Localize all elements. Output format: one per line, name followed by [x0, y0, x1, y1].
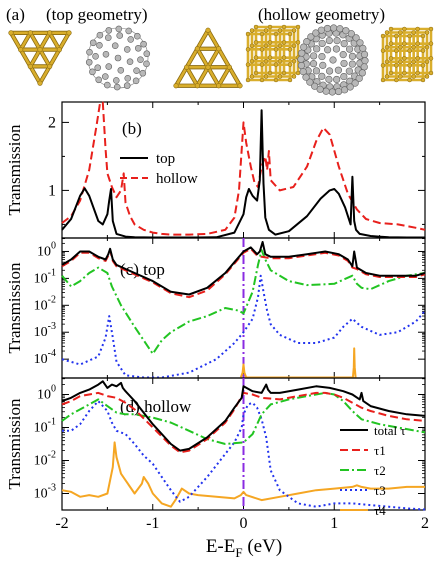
gold-cluster-left-icon: [245, 24, 301, 83]
legend-label-τ4: τ4: [374, 503, 386, 518]
series-line-b-hollow: [61, 101, 426, 236]
molecule-illustrations: [8, 24, 434, 96]
y-tick-label: 100: [37, 240, 56, 259]
panel-d-label: (d) hollow: [120, 397, 192, 416]
series-line-d-total-τ: [61, 380, 426, 452]
series-line-d-τ1: [61, 391, 426, 454]
x-tick-label: 2: [421, 515, 429, 532]
panel-b-ylabel: Transmission: [5, 124, 24, 216]
series-line-b-top: [61, 109, 425, 239]
gold-tetrahedron-left-icon: [8, 30, 72, 86]
y-tick-label: 10-3: [34, 321, 56, 340]
x-tick-labels: -2 -1 0 1 2: [55, 515, 429, 532]
series-line-d-τ3: [62, 400, 426, 511]
series-line-c-τ4: [239, 347, 357, 379]
legend-label-total-τ: total τ: [374, 423, 406, 438]
y-tick-label: 100: [37, 384, 56, 403]
legend-top-label: top: [156, 151, 175, 167]
gold-cluster-right-icon: [380, 26, 434, 83]
legend-label-τ3: τ3: [374, 483, 386, 498]
y-tick-label: 10-3: [34, 483, 56, 502]
gold-tetrahedron-center-icon: [173, 27, 243, 89]
y-tick-label: 10-1: [34, 417, 56, 436]
panel-c-label: (c) top: [120, 260, 165, 279]
y-tick-label: 1: [48, 182, 56, 199]
x-tick-label: 1: [330, 515, 338, 532]
top-geometry-caption: (top geometry): [46, 5, 148, 24]
series-line-c-τ2: [61, 249, 426, 355]
panel-b-label: (b): [122, 119, 142, 138]
fullerene-hollow-icon: [297, 24, 369, 96]
y-tick-label: 10-2: [34, 450, 56, 469]
legend-label-τ1: τ1: [374, 443, 386, 458]
legend-label-τ2: τ2: [374, 463, 386, 478]
y-tick-label: 2: [48, 114, 56, 131]
panel-c-ylabel: Transmission: [5, 262, 24, 354]
x-axis-title: E-EF (eV): [206, 536, 282, 560]
geometry-header: (a) (top geometry) (hollow geometry): [6, 5, 434, 96]
panel-a-label: (a): [6, 5, 25, 24]
panel-d-ylabel: Transmission: [5, 398, 24, 490]
y-tick-label: 10-4: [34, 348, 56, 367]
panel-d-hollow-channels: Transmission (d) hollow 10010-110-210-3 …: [5, 377, 426, 518]
panel-b-top-vs-hollow: Transmission (b) 1 2 top hollow: [5, 101, 426, 239]
panel-d-legend: total τ τ1 τ2 τ3 τ4: [340, 423, 406, 518]
panel-c-top-channels: Transmission (c) top 100 10-1 10-2 10-3 10-4: [5, 237, 426, 379]
x-tick-label: -2: [55, 515, 68, 532]
y-tick-label: 10-2: [34, 294, 56, 313]
series-line-c-total-τ: [61, 241, 426, 296]
y-tick-label: 10-1: [34, 267, 56, 286]
x-tick-label: -1: [146, 515, 159, 532]
hollow-geometry-caption: (hollow geometry): [258, 5, 385, 24]
fullerene-top-icon: [85, 25, 151, 91]
series-line-d-τ4: [61, 441, 425, 508]
x-tick-label: 0: [240, 515, 248, 532]
panel-b-legend: top hollow: [120, 151, 198, 187]
legend-hollow-label: hollow: [156, 171, 198, 187]
